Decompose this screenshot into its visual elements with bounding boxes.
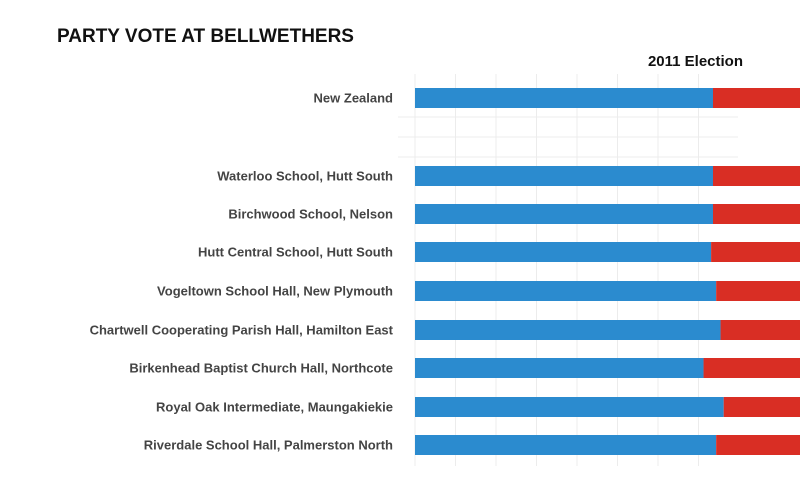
- bar-segment: [703, 358, 800, 378]
- bar-row: Waterloo School, Hutt South: [217, 166, 800, 186]
- category-label: Birchwood School, Nelson: [228, 207, 393, 222]
- bar-segment: [415, 166, 713, 186]
- category-label: Hutt Central School, Hutt South: [198, 245, 393, 260]
- chart-title: PARTY VOTE AT BELLWETHERS: [57, 26, 354, 47]
- bar-segment: [415, 242, 712, 262]
- bar-segment: [415, 281, 717, 301]
- bar-segment: [712, 166, 800, 186]
- bar-row: Chartwell Cooperating Parish Hall, Hamil…: [90, 320, 800, 340]
- bar-segment: [716, 281, 800, 301]
- bar-row: Riverdale School Hall, Palmerston North: [144, 435, 800, 455]
- bar-row: Hutt Central School, Hutt South: [198, 242, 800, 262]
- bar-row: Birkenhead Baptist Church Hall, Northcot…: [129, 358, 800, 378]
- bar-segment: [415, 204, 713, 224]
- bar-segment: [723, 397, 800, 417]
- bar-segment: [415, 88, 713, 108]
- category-label: Birkenhead Baptist Church Hall, Northcot…: [129, 361, 393, 376]
- bar-row: Birchwood School, Nelson: [228, 204, 800, 224]
- category-label: Riverdale School Hall, Palmerston North: [144, 438, 393, 453]
- bar-segment: [712, 204, 800, 224]
- bar-row: Royal Oak Intermediate, Maungakiekie: [156, 397, 800, 417]
- bar-segment: [415, 397, 724, 417]
- bar-segment: [720, 320, 800, 340]
- bar-segment: [716, 435, 800, 455]
- category-label: Royal Oak Intermediate, Maungakiekie: [156, 400, 393, 415]
- bar-row: New Zealand: [314, 88, 800, 108]
- category-label: New Zealand: [314, 91, 394, 106]
- bar-row: Vogeltown School Hall, New Plymouth: [157, 281, 800, 301]
- category-label: Waterloo School, Hutt South: [217, 169, 393, 184]
- bar-segment: [415, 435, 717, 455]
- bar-segment: [711, 242, 800, 262]
- chart-subtitle: 2011 Election: [647, 53, 743, 70]
- category-label: Chartwell Cooperating Parish Hall, Hamil…: [90, 323, 394, 338]
- bar-segment: [415, 320, 721, 340]
- category-label: Vogeltown School Hall, New Plymouth: [157, 284, 393, 299]
- bar-segment: [415, 358, 704, 378]
- bar-segment: [712, 88, 800, 108]
